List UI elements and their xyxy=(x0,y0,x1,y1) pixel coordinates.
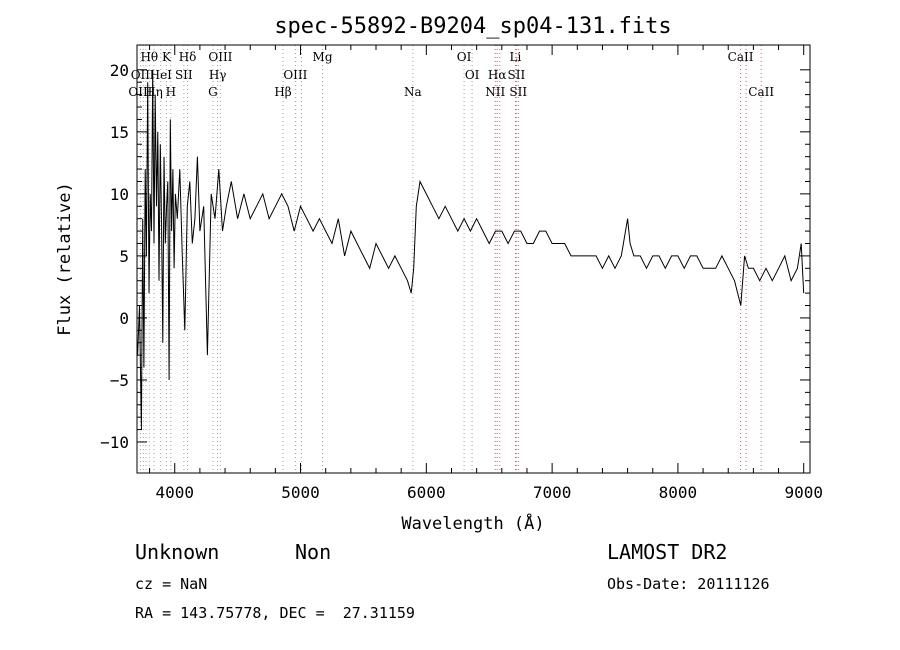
line-marker-18: H xyxy=(166,85,176,99)
line-marker-17: Hη xyxy=(145,85,163,99)
line-marker-15: SII xyxy=(508,68,526,82)
line-marker-13: OI xyxy=(465,68,480,82)
x-tick-label-4000: 4000 xyxy=(155,483,194,502)
line-marker-4: Mg xyxy=(313,50,333,64)
line-marker-7: CaII xyxy=(728,50,754,64)
line-marker-21: Na xyxy=(404,85,422,99)
line-marker-5: OI xyxy=(457,50,472,64)
object-class: Unknown xyxy=(135,540,220,564)
line-marker-2: Hδ xyxy=(179,50,197,64)
y-tick-label-0: 0 xyxy=(119,309,129,328)
line-marker-6: Li xyxy=(509,50,521,64)
x-tick-label-9000: 9000 xyxy=(784,483,823,502)
y-tick-label-5: 5 xyxy=(119,247,129,266)
line-marker-22: NII xyxy=(485,85,505,99)
spectral-line-guides xyxy=(139,45,762,473)
y-tick-label-15: 15 xyxy=(110,123,129,142)
line-marker-8: OII xyxy=(131,68,151,82)
line-marker-0: Hθ xyxy=(140,50,158,64)
y-tick-label-10: 10 xyxy=(110,185,129,204)
redshift-value: cz = NaN xyxy=(135,575,208,593)
y-tick-label-20: 20 xyxy=(110,61,129,80)
x-axis-label: Wavelength (Å) xyxy=(401,512,544,534)
spectrum-series xyxy=(137,69,805,430)
line-marker-10: SII xyxy=(175,68,193,82)
y-tick-label--10: −10 xyxy=(100,433,129,452)
line-marker-1: K xyxy=(162,50,172,64)
line-marker-19: G xyxy=(208,85,218,99)
line-marker-24: CaII xyxy=(748,85,774,99)
x-tick-label-6000: 6000 xyxy=(407,483,446,502)
spectrum-line-0 xyxy=(137,69,805,430)
y-tick-label--5: −5 xyxy=(110,371,129,390)
line-marker-23: SII xyxy=(509,85,527,99)
y-axis-label: Flux (relative) xyxy=(55,182,75,336)
x-tick-label-8000: 8000 xyxy=(659,483,698,502)
survey-name: LAMOST DR2 xyxy=(607,540,728,564)
coordinates: RA = 143.75778, DEC = 27.31159 xyxy=(135,604,415,622)
observation-date: Obs-Date: 20111126 xyxy=(607,575,770,593)
line-marker-12: OIII xyxy=(283,68,307,82)
line-marker-14: Hα xyxy=(488,68,507,82)
plot-frame xyxy=(136,44,811,474)
x-tick-label-7000: 7000 xyxy=(533,483,572,502)
chart-title: spec-55892-B9204_sp04-131.fits xyxy=(274,14,671,39)
line-marker-11: Hγ xyxy=(209,68,227,82)
line-marker-16: OIII xyxy=(128,85,152,99)
x-tick-label-5000: 5000 xyxy=(281,483,320,502)
line-marker-3: OIII xyxy=(208,50,232,64)
line-marker-20: Hβ xyxy=(274,85,291,99)
line-marker-9: HeI xyxy=(150,68,173,82)
axis-ticks: 4000 5000 6000 7000 8000 9000 −10 −5 0 5 10 15 20 xyxy=(100,45,823,502)
object-subclass: Non xyxy=(295,540,332,564)
